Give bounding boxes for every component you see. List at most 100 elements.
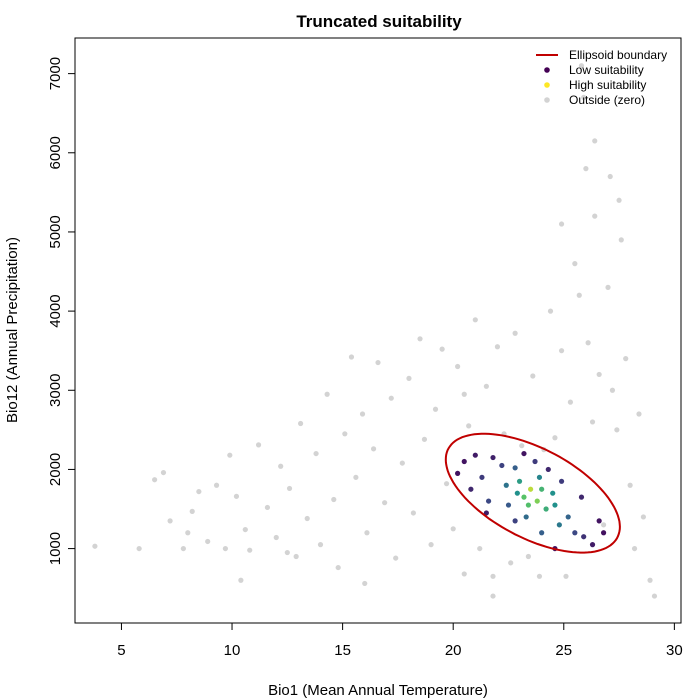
suitability-point: [485, 498, 492, 504]
outside-point: [370, 446, 377, 452]
y-axis: 1000 2000 3000 4000 5000 6000 7000: [47, 57, 76, 565]
suitability-point: [523, 514, 529, 520]
outside-point: [483, 383, 489, 389]
outside-point: [432, 406, 439, 412]
suitability-point: [556, 522, 562, 528]
suitability-point: [600, 530, 607, 536]
x-tick-label: 30: [666, 642, 683, 659]
outside-point: [222, 545, 228, 552]
legend-label: High suitability: [569, 78, 646, 92]
outside-point: [317, 542, 324, 548]
outside-point: [160, 469, 167, 476]
outside-point: [609, 387, 616, 393]
legend-point-swatch: [544, 97, 550, 103]
suitability-point: [589, 542, 596, 548]
outside-point: [342, 431, 348, 437]
legend-item: Ellipsoid boundary: [536, 48, 667, 62]
outside-point: [382, 500, 388, 506]
outside-point: [324, 391, 330, 397]
x-axis: 5 10 15 20 25 30: [117, 622, 683, 659]
outside-point: [293, 553, 299, 560]
outside-point: [607, 173, 613, 180]
outside-point: [477, 545, 483, 552]
outside-point: [616, 197, 622, 203]
x-tick-label: 25: [555, 642, 572, 659]
outside-point: [417, 336, 423, 342]
outside-point: [428, 542, 434, 548]
legend-point-swatch: [544, 67, 550, 73]
outside-point: [614, 427, 620, 433]
outside-point: [547, 308, 554, 314]
outside-point: [563, 573, 569, 579]
outside-point: [627, 482, 633, 488]
outside-point: [227, 452, 233, 458]
outside-point: [605, 284, 611, 290]
suitability-point: [499, 462, 505, 469]
outside-point: [558, 348, 565, 354]
outside-point: [284, 549, 290, 556]
y-tick-label: 2000: [47, 453, 64, 486]
legend-label: Ellipsoid boundary: [569, 48, 667, 62]
outside-point: [589, 419, 596, 425]
legend-item: Low suitability: [544, 63, 644, 77]
legend-item: Outside (zero): [544, 93, 645, 107]
outside-point: [536, 573, 543, 579]
suitability-point: [512, 518, 518, 524]
outside-point: [410, 510, 416, 516]
suitability-point: [514, 490, 520, 496]
suitability-point: [550, 490, 556, 496]
outside-point: [421, 436, 428, 442]
outside-point: [233, 493, 240, 499]
outside-point: [466, 423, 472, 429]
outside-point: [189, 508, 195, 514]
suitability-point: [505, 502, 512, 508]
suitability-point: [572, 530, 578, 536]
outside-point: [576, 292, 582, 298]
outside-point: [525, 553, 531, 560]
suitability-points-layer: [455, 450, 607, 552]
outside-point: [439, 346, 445, 352]
outside-point: [406, 375, 412, 381]
outside-point: [651, 593, 658, 599]
outside-point: [530, 373, 536, 379]
outside-point: [196, 488, 202, 495]
outside-point: [278, 463, 284, 469]
y-tick-label: 4000: [47, 294, 64, 327]
suitability-point: [503, 482, 509, 488]
suitability-point: [483, 510, 489, 516]
suitability-point: [581, 534, 587, 540]
suitability-point: [455, 470, 461, 476]
outside-point: [494, 344, 501, 350]
outside-point: [490, 573, 496, 579]
suitability-point: [479, 474, 485, 480]
outside-point: [304, 515, 310, 522]
x-axis-label: Bio1 (Mean Annual Temperature): [268, 682, 488, 699]
x-tick-label: 20: [445, 642, 462, 659]
outside-point: [313, 450, 319, 457]
outside-point: [335, 564, 341, 571]
outside-point: [136, 545, 142, 552]
outside-point: [92, 543, 98, 549]
outside-point: [399, 460, 405, 466]
suitability-point: [534, 498, 540, 504]
suitability-point: [468, 486, 474, 492]
outside-point: [519, 443, 525, 449]
outside-point: [552, 435, 558, 441]
suitability-point: [596, 518, 602, 524]
x-tick-label: 5: [117, 642, 125, 659]
outside-point: [213, 482, 220, 488]
y-tick-label: 6000: [47, 136, 64, 169]
outside-point: [567, 399, 574, 405]
outside-point: [238, 577, 244, 583]
outside-point: [331, 496, 337, 503]
outside-point: [631, 545, 638, 552]
x-tick-label: 15: [334, 642, 351, 659]
suitability-point: [545, 466, 551, 473]
outside-point: [461, 571, 467, 577]
legend-label: Outside (zero): [569, 93, 645, 107]
outside-point: [636, 411, 642, 417]
outside-point: [242, 526, 248, 533]
suitability-point: [512, 465, 518, 471]
